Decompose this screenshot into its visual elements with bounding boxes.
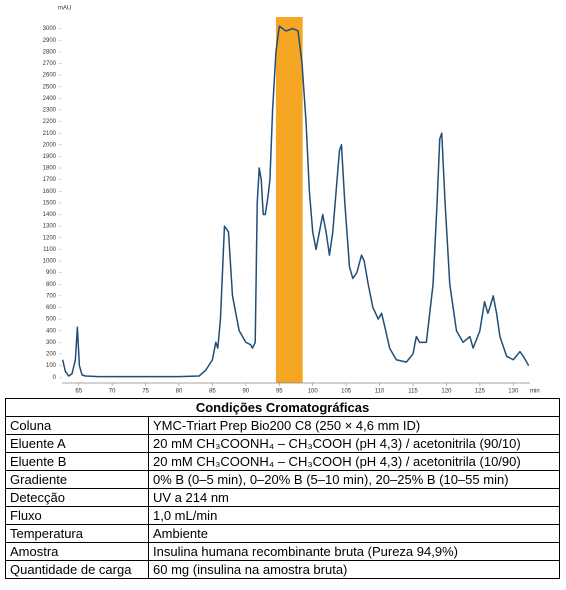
x-tick-label: 95 [276, 389, 283, 394]
table-row: Fluxo 1,0 mL/min [5, 506, 560, 525]
y-tick-label: 200 [46, 352, 57, 358]
y-tick-label: 500 [46, 317, 57, 323]
y-tick-label: 900 [46, 270, 57, 276]
table-row: Temperatura Ambiente [5, 524, 560, 543]
y-tick-label: 1700 [43, 177, 57, 183]
table-row: Amostra Insulina humana recombinante brut… [5, 542, 560, 561]
y-tick-label: 1100 [43, 247, 57, 253]
table-row: Quantidade de carga 60 mg (insulina na am… [5, 560, 560, 579]
table-row: Eluente A 20 mM CH₃COONH₄ – CH₃COOH (pH 4… [5, 434, 560, 453]
x-tick-label: 70 [109, 389, 116, 394]
x-tick-label: 65 [75, 389, 82, 394]
table-cell: 20 mM CH₃COONH₄ – CH₃COOH (pH 4,3) / ace… [148, 452, 560, 471]
table-row: Eluente B 20 mM CH₃COONH₄ – CH₃COOH (pH 4… [5, 452, 560, 471]
y-tick-label: 2100 [43, 131, 57, 137]
table-row: Gradiente 0% B (0–5 min), 0–20% B (5–10 m… [5, 470, 560, 489]
table-cell: 1,0 mL/min [148, 506, 560, 525]
y-tick-label: 2300 [43, 108, 57, 114]
table-row: Detecção UV a 214 nm [5, 488, 560, 507]
conditions-table: Condições Cromatográficas Coluna YMC-Triar… [5, 398, 560, 579]
y-tick-label: 0 [53, 375, 57, 381]
y-tick-label: 1300 [43, 224, 57, 230]
y-tick-label: 1400 [43, 212, 57, 218]
y-tick-label: 1800 [43, 166, 57, 172]
y-tick-label: 600 [46, 305, 57, 311]
y-tick-label: 400 [46, 328, 57, 334]
y-tick-label: 2200 [43, 119, 57, 125]
table-header: Condições Cromatográficas [5, 398, 560, 417]
x-tick-label: 100 [308, 389, 319, 394]
highlight-band [275, 17, 303, 383]
chart: mAU min 0 100 200 300 400 500 600 700 800 900 1000… [43, 6, 540, 394]
y-tick-label: 2900 [43, 38, 57, 44]
y-tick-label: 2000 [43, 142, 57, 148]
y-tick-label: 2500 [43, 84, 57, 90]
x-axis-label: min [530, 389, 540, 394]
y-tick-label: 3000 [43, 26, 57, 32]
y-tick-label: 1000 [43, 259, 57, 265]
table-cell: Amostra [5, 542, 149, 561]
table-cell: Quantidade de carga [5, 560, 149, 579]
table-cell: Coluna [5, 416, 149, 435]
x-tick-label: 110 [375, 389, 385, 394]
table-cell: Ambiente [148, 524, 560, 543]
y-tick-label: 2600 [43, 73, 57, 79]
y-tick-label: 700 [46, 293, 57, 299]
table-cell: Insulina humana recombinante bruta (Pure… [148, 542, 560, 561]
y-tick-label: 2700 [43, 61, 57, 67]
table-cell: 20 mM CH₃COONH₄ – CH₃COOH (pH 4,3) / ace… [148, 434, 560, 453]
x-tick-label: 90 [243, 389, 250, 394]
y-tick-label: 2800 [43, 49, 57, 55]
x-tick-label: 75 [142, 389, 149, 394]
y-tick-label: 1500 [43, 200, 57, 206]
x-tick-label: 80 [176, 389, 183, 394]
x-tick-label: 85 [209, 389, 216, 394]
y-axis-label: mAU [58, 6, 71, 12]
table-cell: Temperatura [5, 524, 149, 543]
table-cell: Gradiente [5, 470, 149, 489]
y-tick-label: 2400 [43, 96, 57, 102]
x-tick-label: 130 [508, 389, 519, 394]
table-cell: UV a 214 nm [148, 488, 560, 507]
table-cell: 60 mg (insulina na amostra bruta) [148, 560, 560, 579]
x-tick-label: 120 [441, 389, 452, 394]
y-tick-label: 1900 [43, 154, 57, 160]
chromatogram-line [61, 25, 530, 378]
table-cell: Condições Cromatográficas [5, 398, 560, 417]
table-cell: Eluente B [5, 452, 149, 471]
y-tick-label: 1600 [43, 189, 57, 195]
table-cell: 0% B (0–5 min), 0–20% B (5–10 min), 20–2… [148, 470, 560, 489]
table-row: Coluna YMC-Triart Prep Bio200 C8 (250 × 4… [5, 416, 560, 435]
table-cell: Fluxo [5, 506, 149, 525]
table-cell: Detecção [5, 488, 149, 507]
y-tick-label: 1200 [43, 235, 57, 241]
y-tick-label: 100 [46, 363, 57, 369]
x-tick-label: 125 [475, 389, 486, 394]
x-tick-label: 115 [408, 389, 418, 394]
table-cell: Eluente A [5, 434, 149, 453]
y-tick-label: 300 [46, 340, 57, 346]
y-tick-label: 800 [46, 282, 57, 288]
x-tick-label: 105 [341, 389, 352, 394]
table-cell: YMC-Triart Prep Bio200 C8 (250 × 4,6 mm … [148, 416, 560, 435]
